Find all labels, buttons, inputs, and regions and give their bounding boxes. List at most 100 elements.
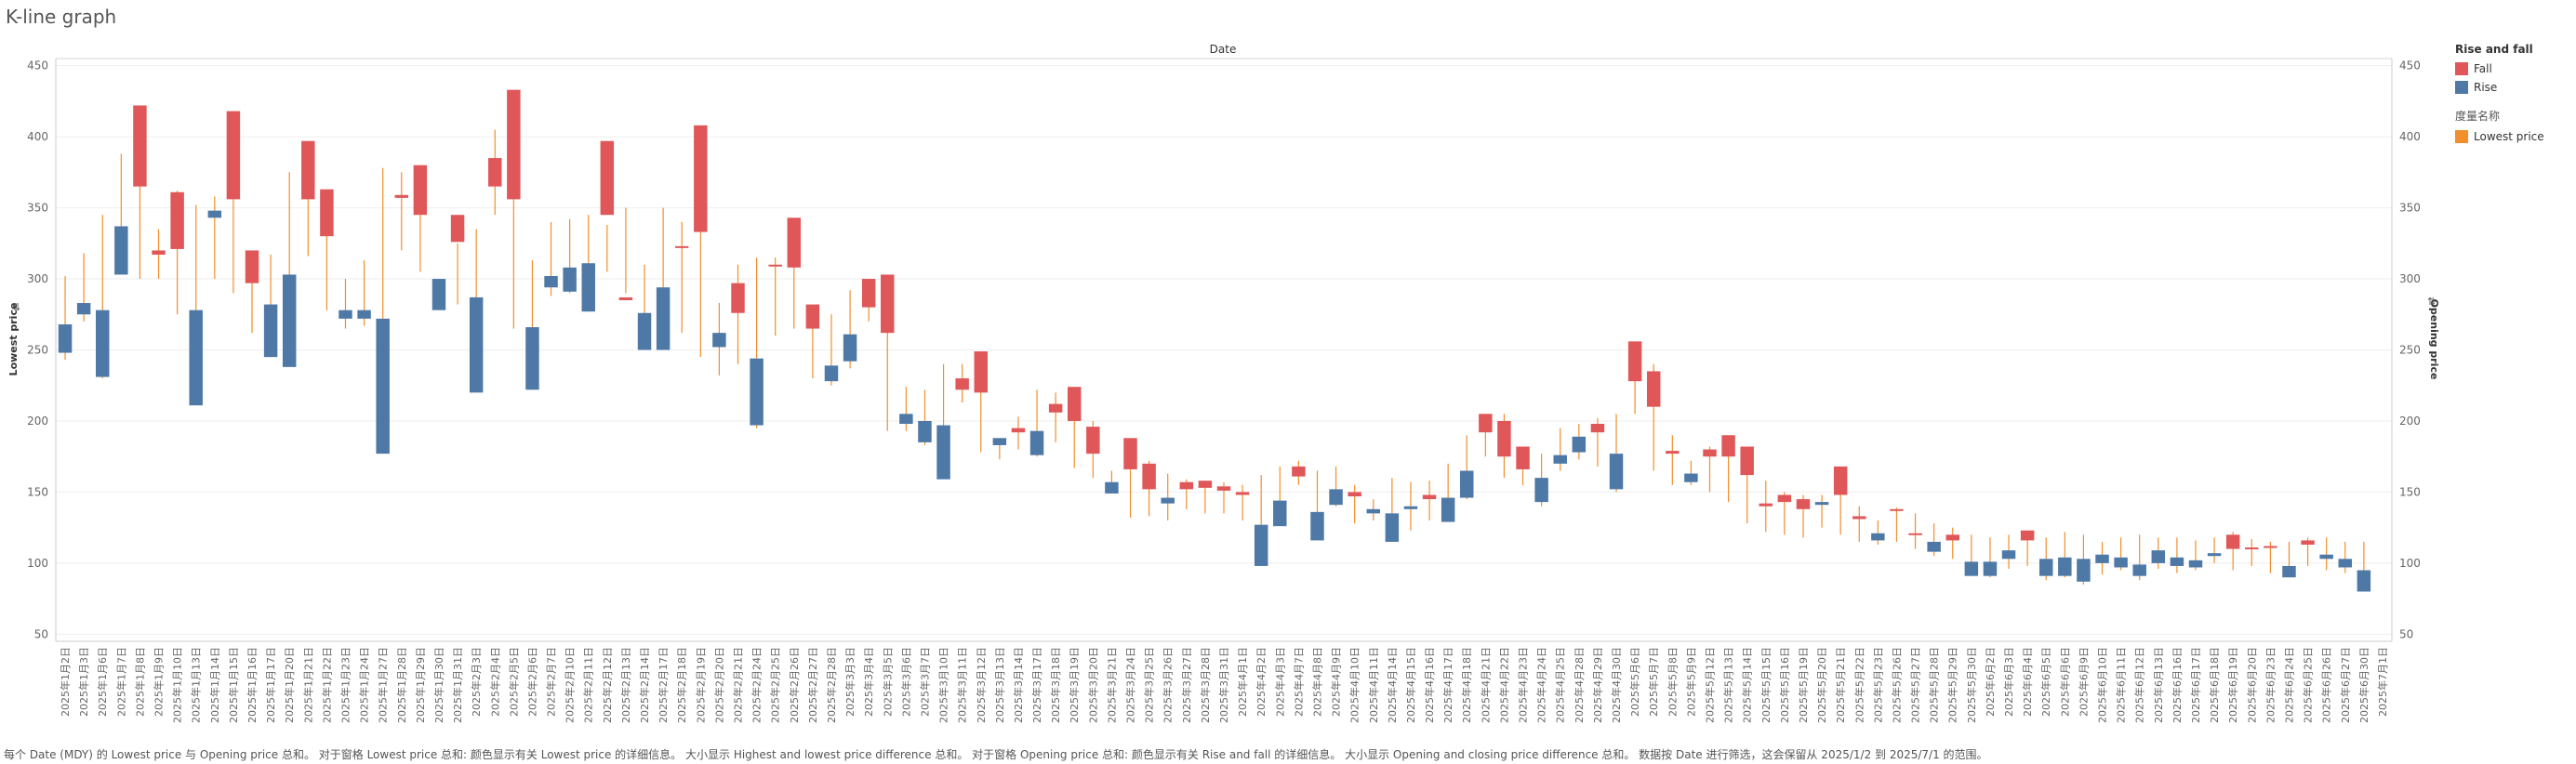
- candle-body-fall[interactable]: [394, 194, 409, 198]
- candle-body-rise[interactable]: [1366, 508, 1381, 514]
- candle-body-rise[interactable]: [2357, 570, 2371, 592]
- candle-body-fall[interactable]: [1666, 451, 1680, 454]
- candle-body-rise[interactable]: [339, 310, 352, 319]
- candle-body-rise[interactable]: [207, 210, 222, 218]
- candle-body-fall[interactable]: [1759, 503, 1773, 507]
- candle-body-rise[interactable]: [637, 312, 652, 350]
- candle-body-rise[interactable]: [2095, 554, 2109, 563]
- candle-body-rise[interactable]: [918, 420, 932, 442]
- legend-item-rise[interactable]: Rise: [2455, 78, 2571, 97]
- candle-body-rise[interactable]: [1983, 561, 1998, 576]
- candle-body-rise[interactable]: [1927, 541, 1941, 552]
- candle-body-fall[interactable]: [1890, 508, 1904, 511]
- candle-body-fall[interactable]: [1703, 449, 1717, 457]
- candle-body-rise[interactable]: [1385, 513, 1400, 542]
- sort-icon-right[interactable]: ⇅: [2427, 296, 2436, 308]
- candle-body-rise[interactable]: [936, 425, 950, 480]
- candle-body-rise[interactable]: [376, 318, 390, 454]
- candle-body-rise[interactable]: [1161, 497, 1175, 504]
- candle-body-fall[interactable]: [1833, 466, 1848, 495]
- candle-body-fall[interactable]: [1422, 494, 1437, 500]
- candle-body-fall[interactable]: [1292, 466, 1306, 477]
- candle-body-rise[interactable]: [432, 279, 446, 310]
- candle-body-fall[interactable]: [2225, 534, 2240, 549]
- candle-body-rise[interactable]: [1273, 500, 1287, 527]
- candle-body-fall[interactable]: [1011, 428, 1026, 433]
- candle-body-rise[interactable]: [563, 267, 577, 292]
- candle-body-fall[interactable]: [1086, 427, 1100, 454]
- candle-body-fall[interactable]: [1142, 463, 1156, 490]
- candle-body-fall[interactable]: [450, 215, 465, 243]
- candle-body-rise[interactable]: [750, 358, 764, 426]
- candle-body-fall[interactable]: [731, 283, 745, 313]
- candle-body-rise[interactable]: [712, 333, 726, 348]
- legend-item-lowest[interactable]: Lowest price: [2455, 127, 2571, 146]
- candle-body-fall[interactable]: [152, 250, 166, 256]
- candle-body-rise[interactable]: [96, 310, 110, 377]
- candle-body-fall[interactable]: [881, 274, 895, 334]
- candle-body-fall[interactable]: [787, 217, 802, 268]
- candle-body-rise[interactable]: [1572, 436, 1587, 453]
- candle-body-fall[interactable]: [2245, 547, 2259, 550]
- candle-body-rise[interactable]: [656, 287, 671, 350]
- candle-body-rise[interactable]: [544, 275, 558, 288]
- candle-body-fall[interactable]: [1179, 481, 1194, 490]
- legend-item-fall[interactable]: Fall: [2455, 59, 2571, 78]
- candle-body-rise[interactable]: [824, 365, 839, 382]
- candle-body-fall[interactable]: [600, 140, 615, 216]
- candle-body-rise[interactable]: [189, 310, 203, 406]
- candle-body-fall[interactable]: [805, 304, 820, 329]
- candle-body-rise[interactable]: [2132, 564, 2146, 576]
- candle-body-rise[interactable]: [357, 310, 371, 319]
- candle-body-rise[interactable]: [1441, 497, 1455, 522]
- candle-body-fall[interactable]: [1479, 414, 1493, 433]
- sort-icon-left[interactable]: ⇅: [12, 301, 20, 313]
- candle-body-fall[interactable]: [1198, 481, 1213, 488]
- candle-body-rise[interactable]: [992, 438, 1007, 445]
- candle-body-fall[interactable]: [1721, 435, 1735, 457]
- candle-body-fall[interactable]: [1852, 516, 1866, 520]
- candle-body-rise[interactable]: [1254, 524, 1268, 566]
- candle-body-rise[interactable]: [2319, 554, 2333, 560]
- candle-body-rise[interactable]: [1029, 430, 1044, 455]
- candle-body-fall[interactable]: [226, 111, 241, 200]
- candle-body-rise[interactable]: [76, 303, 91, 315]
- candle-body-fall[interactable]: [1627, 341, 1642, 382]
- candle-body-rise[interactable]: [899, 414, 913, 425]
- candle-body-rise[interactable]: [2170, 557, 2184, 566]
- candle-body-rise[interactable]: [2151, 550, 2166, 563]
- candle-body-fall[interactable]: [1067, 387, 1082, 421]
- candle-body-rise[interactable]: [2001, 550, 2016, 560]
- candle-body-fall[interactable]: [1216, 486, 1231, 491]
- candle-body-fall[interactable]: [1048, 403, 1063, 413]
- candle-body-fall[interactable]: [2301, 540, 2315, 546]
- candle-body-fall[interactable]: [2264, 546, 2277, 548]
- candle-body-rise[interactable]: [843, 334, 857, 362]
- candle-body-rise[interactable]: [1684, 473, 1698, 482]
- candle-body-rise[interactable]: [1871, 533, 1885, 541]
- candle-body-rise[interactable]: [1105, 481, 1119, 494]
- candle-body-fall[interactable]: [133, 105, 147, 187]
- candle-body-fall[interactable]: [674, 245, 689, 248]
- candle-body-rise[interactable]: [581, 263, 595, 312]
- candle-body-rise[interactable]: [2058, 557, 2072, 576]
- candle-body-fall[interactable]: [694, 125, 708, 232]
- candle-body-fall[interactable]: [507, 89, 521, 200]
- candle-body-fall[interactable]: [1497, 420, 1511, 457]
- candle-body-fall[interactable]: [170, 191, 184, 249]
- candle-body-fall[interactable]: [768, 264, 782, 267]
- candle-body-fall[interactable]: [1590, 424, 1605, 433]
- candle-body-fall[interactable]: [1348, 492, 1361, 497]
- candle-body-fall[interactable]: [488, 158, 502, 187]
- candle-body-rise[interactable]: [525, 327, 539, 390]
- candle-body-rise[interactable]: [1553, 454, 1567, 464]
- candle-body-rise[interactable]: [1814, 502, 1829, 506]
- candle-body-fall[interactable]: [320, 189, 334, 237]
- candle-body-fall[interactable]: [861, 279, 876, 308]
- candle-body-fall[interactable]: [2020, 530, 2035, 541]
- candle-body-fall[interactable]: [1796, 499, 1811, 509]
- candle-body-fall[interactable]: [1646, 371, 1661, 407]
- candle-body-rise[interactable]: [2114, 557, 2128, 568]
- candle-body-fall[interactable]: [1235, 492, 1250, 495]
- candle-body-rise[interactable]: [1403, 506, 1418, 509]
